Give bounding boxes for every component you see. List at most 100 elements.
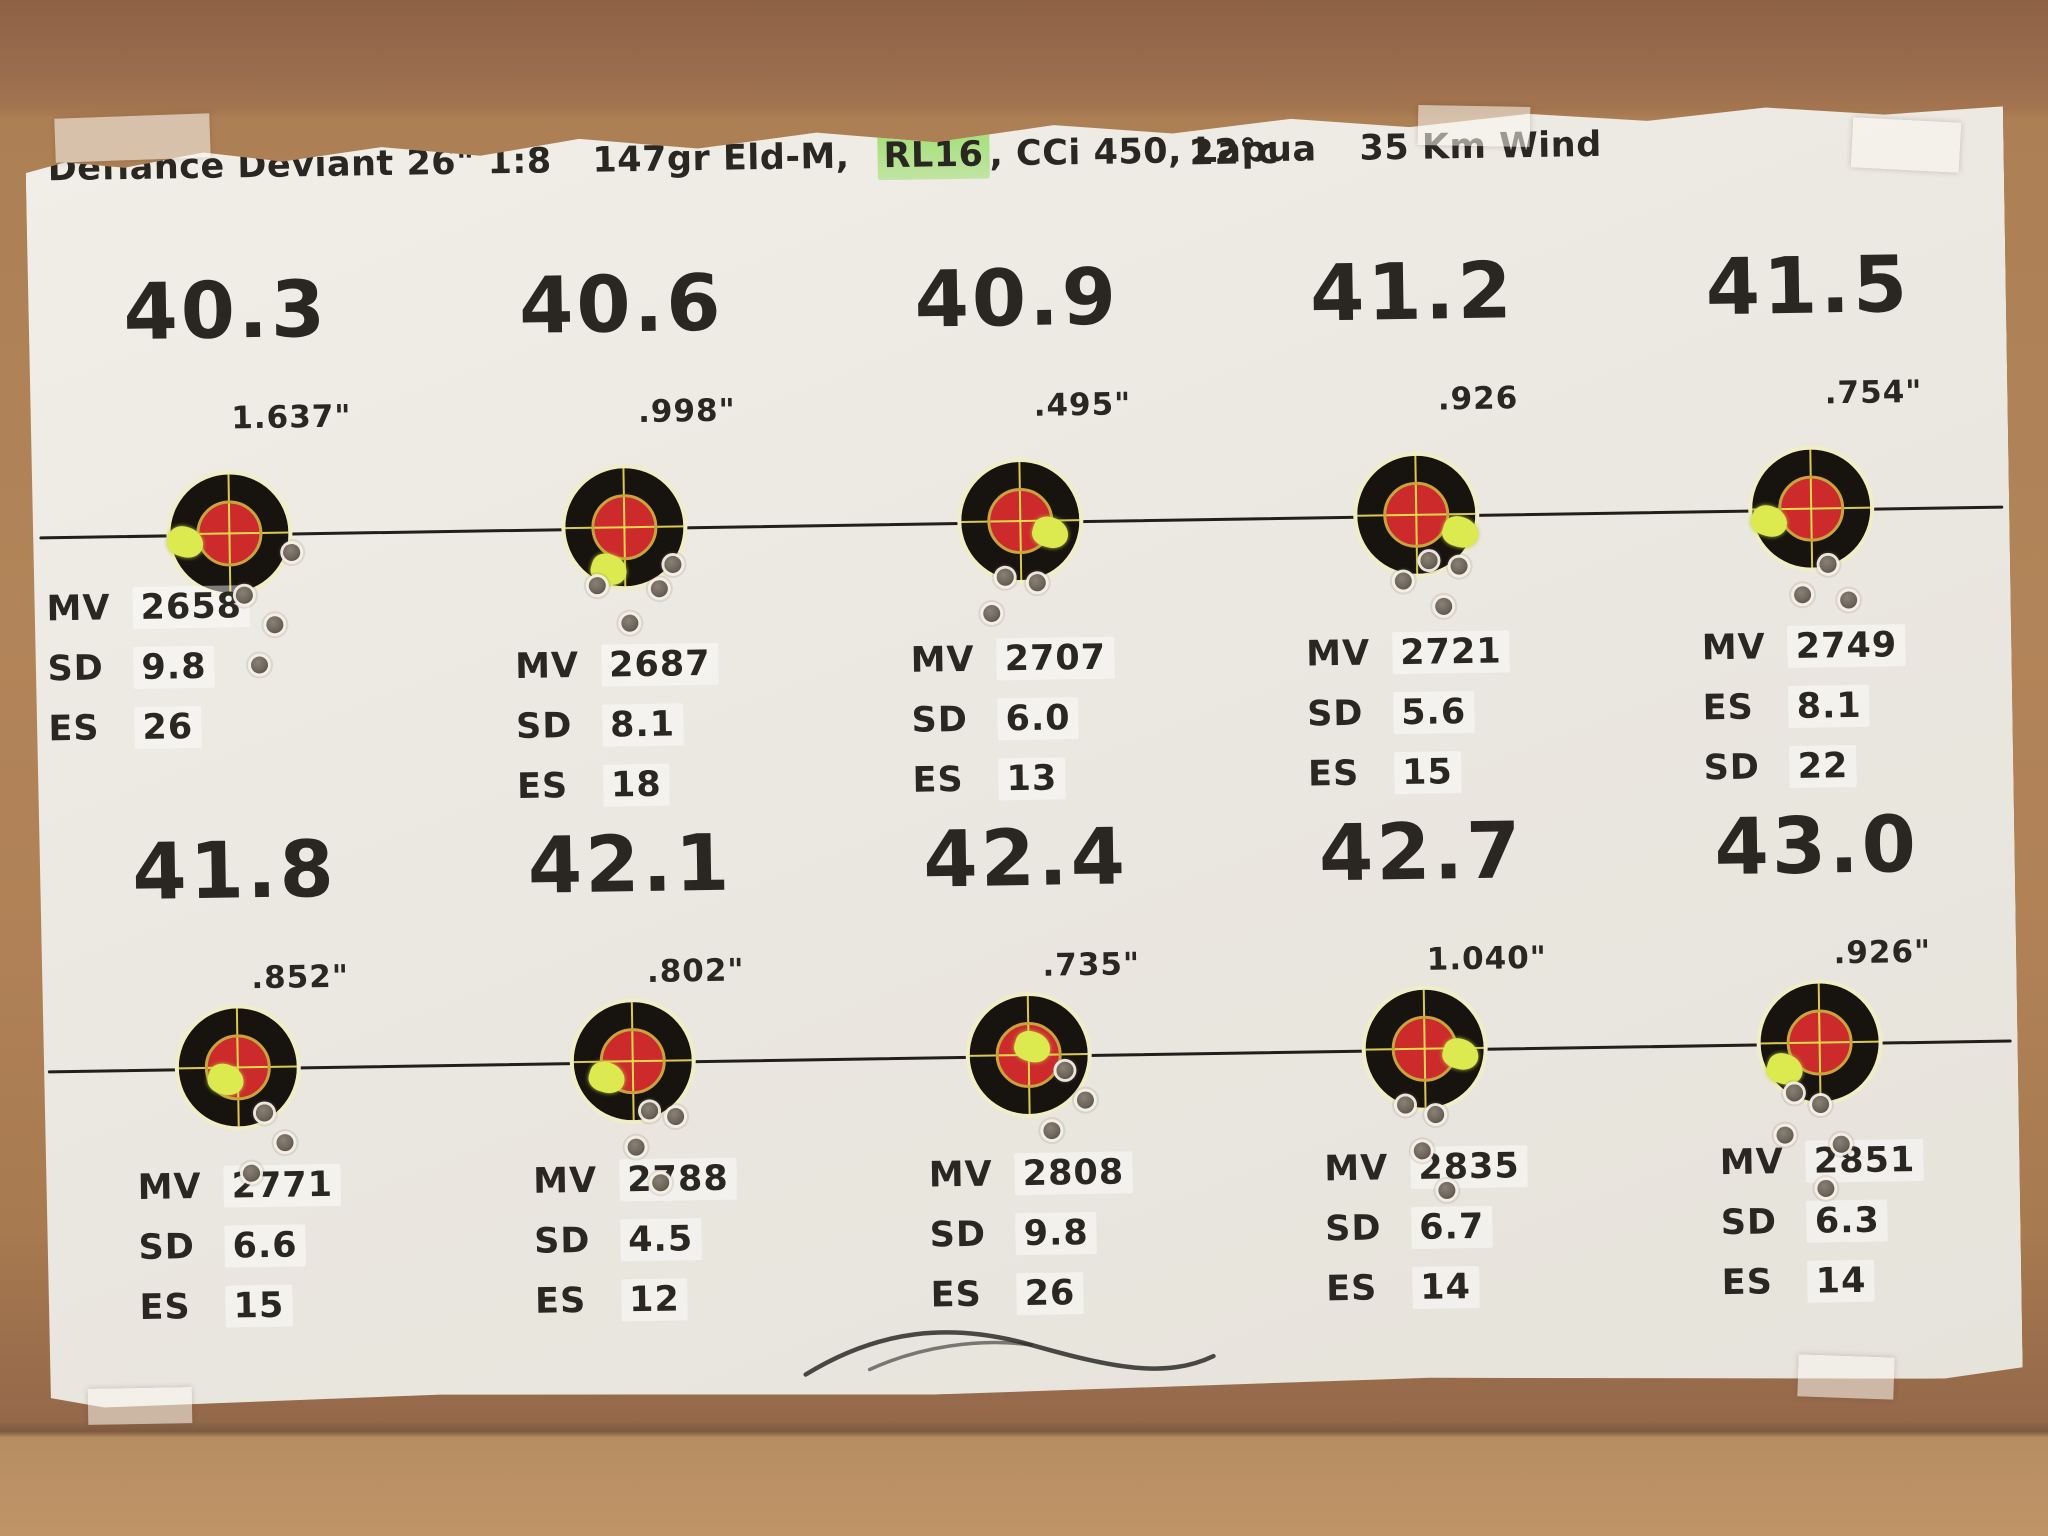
target-cell: 40.9 .495" MV 2707 SD 6.0 ES 13 bbox=[817, 185, 1221, 746]
stats-block: MV 2771 SD 6.6 ES 15 bbox=[137, 1164, 343, 1347]
bullet-hole bbox=[1043, 1122, 1060, 1139]
target-cell: 43.0 .926" MV 2851 SD 6.3 ES 14 bbox=[1617, 732, 2022, 1358]
stat-value: 12 bbox=[621, 1278, 688, 1321]
tape-piece bbox=[1417, 105, 1531, 147]
bullet-hole bbox=[1820, 556, 1837, 573]
stat-label: MV bbox=[46, 588, 111, 630]
stat-line: MV 2658 bbox=[46, 585, 250, 630]
stat-value: 5.6 bbox=[1393, 691, 1475, 734]
stat-label: ES bbox=[930, 1274, 983, 1316]
target-cell: 41.2 .926 MV 2721 SD 5.6 ES 15 bbox=[1213, 179, 1617, 740]
target-cell: 40.3 1.637" MV 2658 SD 9.8 ES 26 bbox=[26, 197, 430, 758]
target-bullseye-center bbox=[196, 500, 263, 567]
bullet-hole bbox=[276, 1134, 293, 1151]
charge-weight-label: 41.8 bbox=[131, 824, 338, 919]
charge-weight-label: 42.1 bbox=[527, 818, 733, 912]
stat-line: SD 9.8 bbox=[47, 645, 251, 690]
bullet-hole bbox=[256, 1104, 273, 1121]
target-cell: 42.1 .802" MV 2788 SD 4.5 ES 12 bbox=[431, 751, 836, 1377]
tape-piece bbox=[1850, 117, 1962, 173]
charge-weight-label: 41.5 bbox=[1704, 240, 1911, 334]
stat-label: MV bbox=[928, 1154, 994, 1196]
stat-line: MV 2707 bbox=[910, 637, 1114, 682]
stat-label: SD bbox=[47, 648, 105, 690]
stat-value: 2658 bbox=[132, 585, 250, 629]
target-sticker bbox=[178, 1007, 298, 1127]
bullet-hole bbox=[589, 577, 606, 594]
stat-value: 8.1 bbox=[602, 703, 684, 746]
bullet-hole bbox=[1029, 574, 1046, 591]
target-sticker bbox=[1751, 449, 1871, 569]
stat-label: SD bbox=[1306, 693, 1364, 735]
load-description: 147gr Eld-M, bbox=[592, 136, 850, 181]
stat-value: 2788 bbox=[619, 1158, 737, 1202]
stat-label: SD bbox=[533, 1220, 591, 1262]
stat-line: SD 6.0 bbox=[911, 697, 1115, 742]
stat-label: SD bbox=[929, 1214, 987, 1256]
stat-line: ES 15 bbox=[139, 1284, 343, 1329]
bullet-hole bbox=[1435, 598, 1452, 615]
stat-value: 2707 bbox=[996, 637, 1114, 681]
stats-block: MV 2835 SD 6.7 ES 14 bbox=[1324, 1145, 1530, 1328]
pen-scribble bbox=[799, 1320, 1220, 1397]
stat-label: ES bbox=[1721, 1262, 1774, 1304]
tape-piece bbox=[87, 1387, 193, 1425]
bullet-hole bbox=[1786, 1084, 1803, 1101]
bullet-hole bbox=[622, 615, 639, 632]
stat-label: MV bbox=[1324, 1148, 1389, 1190]
stat-line: MV 2749 bbox=[1701, 624, 1905, 669]
target-cell: 41.5 .754" MV 2749 ES 8.1 SD 22 bbox=[1608, 173, 2012, 734]
stat-value: 14 bbox=[1807, 1260, 1874, 1303]
stat-line: MV 2808 bbox=[928, 1151, 1132, 1196]
bullet-hole bbox=[1450, 558, 1467, 575]
stat-value: 26 bbox=[1016, 1272, 1083, 1315]
stat-value: 2721 bbox=[1392, 630, 1510, 674]
target-cell: 41.8 .852" MV 2771 SD 6.6 ES 15 bbox=[35, 757, 440, 1383]
stat-line: SD 4.5 bbox=[534, 1218, 738, 1263]
charge-weight-label: 42.7 bbox=[1318, 806, 1525, 900]
temperature-note: 22°c bbox=[1189, 131, 1279, 174]
stat-label: MV bbox=[137, 1166, 202, 1208]
bullet-hole bbox=[1394, 572, 1411, 589]
stat-value: 6.6 bbox=[224, 1224, 306, 1267]
bullet-hole bbox=[651, 580, 668, 597]
charge-weight-label: 40.6 bbox=[518, 258, 725, 352]
stat-value: 2771 bbox=[223, 1164, 341, 1208]
stat-value: 2808 bbox=[1014, 1151, 1132, 1195]
tape-piece bbox=[1797, 1354, 1895, 1400]
stat-line: ES 26 bbox=[930, 1271, 1134, 1316]
stat-label: SD bbox=[138, 1227, 196, 1268]
stat-line: SD 9.8 bbox=[929, 1211, 1133, 1256]
charge-weight-label: 43.0 bbox=[1713, 799, 1920, 894]
stat-label: SD bbox=[911, 699, 969, 741]
bullet-hole bbox=[641, 1102, 658, 1119]
charge-weight-label: 40.9 bbox=[913, 252, 1120, 346]
charge-weight-label: 40.3 bbox=[122, 264, 329, 359]
bullet-hole bbox=[283, 544, 300, 561]
stat-value: 26 bbox=[134, 706, 201, 749]
target-sticker bbox=[1364, 989, 1484, 1109]
stat-line: MV 2771 bbox=[137, 1164, 341, 1209]
stat-line: SD 6.3 bbox=[1720, 1199, 1924, 1244]
tape-piece bbox=[54, 113, 211, 163]
bullet-hole bbox=[266, 616, 283, 633]
stat-value: 8.1 bbox=[1788, 685, 1870, 728]
bullet-hole bbox=[251, 656, 268, 673]
stat-label: MV bbox=[514, 645, 580, 687]
stat-line: MV 2687 bbox=[515, 643, 719, 688]
stat-label: MV bbox=[1719, 1142, 1785, 1184]
stat-line: ES 12 bbox=[535, 1278, 739, 1323]
bullet-hole bbox=[997, 569, 1014, 586]
stat-label: MV bbox=[1701, 627, 1767, 669]
target-sticker bbox=[169, 474, 289, 594]
stat-value: 2687 bbox=[601, 643, 719, 687]
stat-line: ES 14 bbox=[1326, 1265, 1530, 1310]
stat-value: 6.0 bbox=[997, 697, 1079, 740]
stat-value: 9.8 bbox=[1015, 1212, 1097, 1255]
target-bullseye-center bbox=[591, 494, 658, 561]
charge-weight-label: 41.2 bbox=[1309, 246, 1516, 340]
powder-highlight: RL16 bbox=[877, 126, 990, 180]
stat-label: SD bbox=[1324, 1208, 1382, 1250]
bullet-hole bbox=[1396, 1096, 1413, 1113]
stat-label: ES bbox=[139, 1287, 192, 1328]
